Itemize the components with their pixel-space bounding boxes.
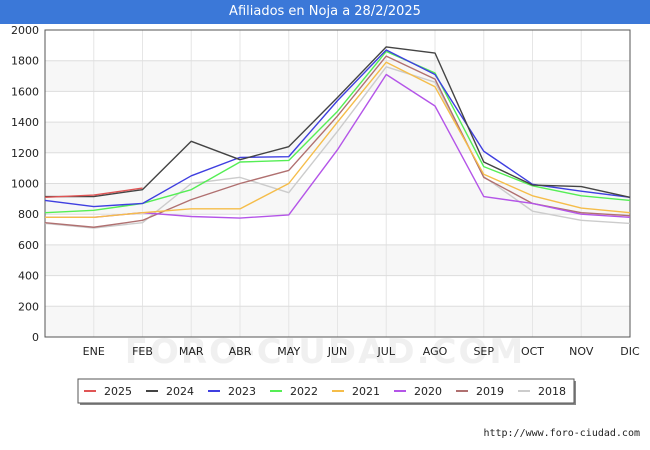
watermark: FORO-CIUDAD.COM: [124, 332, 526, 372]
x-tick-label: MAY: [277, 345, 300, 358]
x-tick-label: AGO: [423, 345, 448, 358]
y-tick-label: 1600: [11, 85, 39, 98]
y-tick-label: 800: [18, 208, 39, 221]
y-tick-label: 1800: [11, 55, 39, 68]
x-tick-label: JUN: [327, 345, 348, 358]
x-tick-label: ABR: [229, 345, 252, 358]
legend-label: 2020: [414, 385, 442, 398]
legend: 2025 2024 2023 2022 2021 2020 2019 2018: [77, 378, 576, 405]
series-line-2021: [45, 61, 631, 218]
x-axis: ENE FEB MAR ABR MAY JUN JUL AGO SEP OCT NOV DIC: [83, 345, 640, 358]
legend-label: 2025: [104, 385, 132, 398]
x-tick-label: FEB: [132, 345, 153, 358]
legend-label: 2018: [538, 385, 566, 398]
x-tick-label: NOV: [569, 345, 594, 358]
x-tick-label: JUL: [377, 345, 396, 358]
y-tick-label: 0: [32, 331, 39, 344]
source-url: http://www.foro-ciudad.com: [483, 428, 640, 439]
y-tick-label: 600: [18, 239, 39, 252]
legend-label: 2024: [166, 385, 194, 398]
series-lines: [44, 46, 631, 229]
plot-frame: [44, 29, 631, 338]
legend-box: [77, 378, 575, 404]
chart-title: Afiliados en Noja a 28/2/2025: [0, 0, 650, 24]
legend-label: 2021: [352, 385, 380, 398]
y-tick-label: 200: [18, 300, 39, 313]
x-tick-label: OCT: [521, 345, 544, 358]
x-tick-label: SEP: [473, 345, 494, 358]
legend-label: 2019: [476, 385, 504, 398]
y-axis: 0 200 400 600 800 1000 1200 1400 1600 1800 2000: [11, 24, 39, 344]
legend-label: 2023: [228, 385, 256, 398]
y-tick-label: 1400: [11, 116, 39, 129]
y-tick-label: 1200: [11, 147, 39, 160]
series-line-2025: [44, 187, 143, 199]
x-tick-label: DIC: [620, 345, 640, 358]
x-tick-label: ENE: [83, 345, 105, 358]
y-tick-label: 400: [18, 270, 39, 283]
y-tick-label: 2000: [11, 24, 39, 37]
legend-label: 2022: [290, 385, 318, 398]
x-tick-label: MAR: [179, 345, 204, 358]
series-line-2018: [44, 66, 631, 229]
y-tick-label: 1000: [11, 178, 39, 191]
series-line-2024: [45, 46, 631, 198]
